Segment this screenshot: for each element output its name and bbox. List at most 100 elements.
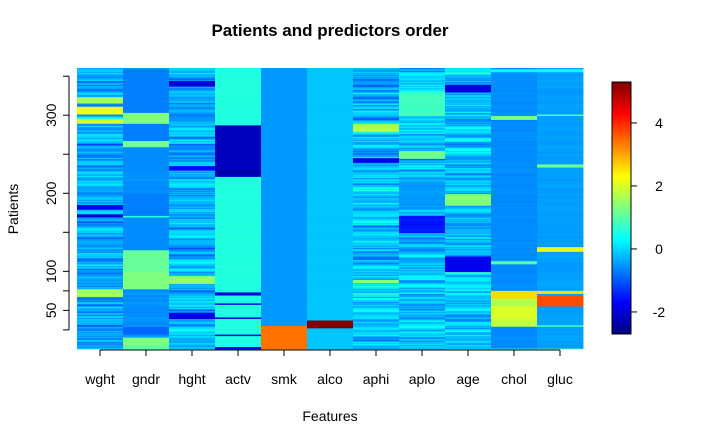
heatmap-cell bbox=[491, 141, 538, 143]
heatmap-cell bbox=[353, 210, 400, 213]
heatmap-cell bbox=[399, 131, 446, 133]
heatmap-cell bbox=[307, 180, 354, 182]
heatmap-cell bbox=[307, 138, 354, 140]
heatmap-cell bbox=[537, 141, 584, 143]
heatmap-cell bbox=[123, 338, 170, 340]
heatmap-cell bbox=[353, 263, 400, 265]
heatmap-cell bbox=[353, 310, 400, 312]
x-tick-label: alco bbox=[317, 371, 343, 387]
heatmap-cell bbox=[169, 107, 216, 109]
heatmap-cell bbox=[261, 121, 308, 123]
heatmap-cell bbox=[307, 133, 354, 135]
heatmap-cell bbox=[491, 146, 538, 148]
heatmap-cell bbox=[537, 265, 584, 267]
heatmap-cell bbox=[399, 306, 446, 309]
heatmap-cell bbox=[399, 236, 446, 238]
heatmap-cell bbox=[123, 123, 170, 125]
heatmap-cell bbox=[353, 313, 400, 315]
heatmap-cell bbox=[399, 123, 446, 125]
heatmap-cell bbox=[491, 270, 538, 272]
heatmap-cell bbox=[215, 183, 262, 185]
heatmap-cell bbox=[537, 315, 584, 317]
heatmap-cell bbox=[537, 93, 584, 95]
heatmap-cell bbox=[77, 253, 124, 255]
heatmap-cell bbox=[77, 156, 124, 159]
heatmap-cell bbox=[491, 273, 538, 275]
heatmap-cell bbox=[307, 73, 354, 75]
heatmap-cell bbox=[353, 304, 400, 306]
heatmap-cell bbox=[537, 162, 584, 164]
heatmap-cell bbox=[169, 124, 216, 127]
heatmap-cell bbox=[215, 276, 262, 278]
heatmap-cell bbox=[445, 115, 492, 117]
heatmap-cell bbox=[445, 135, 492, 138]
heatmap-cell bbox=[77, 226, 124, 228]
heatmap-cell bbox=[77, 153, 124, 155]
heatmap-cell bbox=[77, 231, 124, 234]
heatmap-cell bbox=[491, 225, 538, 227]
heatmap-cell bbox=[215, 89, 262, 92]
heatmap-cell bbox=[445, 80, 492, 82]
heatmap-cell bbox=[537, 138, 584, 140]
heatmap-cell bbox=[169, 78, 216, 80]
heatmap-cell bbox=[215, 270, 262, 272]
heatmap-cell bbox=[537, 202, 584, 204]
heatmap-cell bbox=[215, 112, 262, 114]
heatmap-cell bbox=[77, 245, 124, 247]
heatmap-cell bbox=[307, 228, 354, 230]
heatmap-cell bbox=[353, 118, 400, 120]
heatmap-cell bbox=[445, 105, 492, 107]
heatmap-cell bbox=[123, 280, 170, 282]
heatmap-cell bbox=[261, 335, 308, 337]
heatmap-cell bbox=[261, 327, 308, 330]
heatmap-cell bbox=[353, 171, 400, 173]
heatmap-cell bbox=[215, 105, 262, 107]
heatmap-cell bbox=[491, 324, 538, 326]
heatmap-cell bbox=[445, 110, 492, 112]
heatmap-cell bbox=[215, 169, 262, 171]
heatmap-cell bbox=[537, 112, 584, 114]
heatmap-cell bbox=[77, 291, 124, 293]
heatmap-cell bbox=[307, 211, 354, 213]
heatmap-cell bbox=[307, 331, 354, 333]
heatmap-cell bbox=[537, 238, 584, 240]
heatmap-cell bbox=[537, 333, 584, 335]
heatmap-cell bbox=[399, 256, 446, 258]
heatmap-cell bbox=[307, 205, 354, 207]
heatmap-cell bbox=[261, 78, 308, 81]
heatmap-cell bbox=[123, 341, 170, 343]
heatmap-cell bbox=[169, 184, 216, 186]
heatmap-cell bbox=[399, 330, 446, 332]
heatmap-cell bbox=[77, 84, 124, 86]
heatmap-cell bbox=[215, 182, 262, 184]
heatmap-cell bbox=[123, 112, 170, 114]
heatmap-cell bbox=[215, 278, 262, 280]
heatmap-cell bbox=[353, 192, 400, 195]
heatmap-cell bbox=[399, 294, 446, 296]
heatmap-cell bbox=[215, 243, 262, 245]
heatmap-cell bbox=[399, 206, 446, 209]
heatmap-cell bbox=[215, 263, 262, 265]
heatmap-cell bbox=[353, 194, 400, 196]
heatmap-cell bbox=[215, 238, 262, 241]
heatmap-cell bbox=[261, 314, 308, 316]
heatmap-cell bbox=[307, 181, 354, 183]
heatmap-cell bbox=[215, 297, 262, 299]
heatmap-cell bbox=[353, 105, 400, 107]
heatmap-cell bbox=[77, 152, 124, 154]
heatmap-cell bbox=[445, 181, 492, 184]
heatmap-cell bbox=[353, 162, 400, 164]
heatmap-cell bbox=[123, 115, 170, 117]
heatmap-cell bbox=[169, 80, 216, 82]
heatmap-cell bbox=[491, 179, 538, 181]
heatmap-cell bbox=[215, 346, 262, 348]
heatmap-cell bbox=[445, 305, 492, 307]
heatmap-cell bbox=[261, 96, 308, 98]
heatmap-cell bbox=[353, 339, 400, 341]
heatmap-cell bbox=[491, 190, 538, 192]
heatmap-cell bbox=[537, 150, 584, 152]
heatmap-cell bbox=[123, 218, 170, 220]
heatmap-cell bbox=[307, 346, 354, 348]
heatmap-cell bbox=[261, 228, 308, 230]
